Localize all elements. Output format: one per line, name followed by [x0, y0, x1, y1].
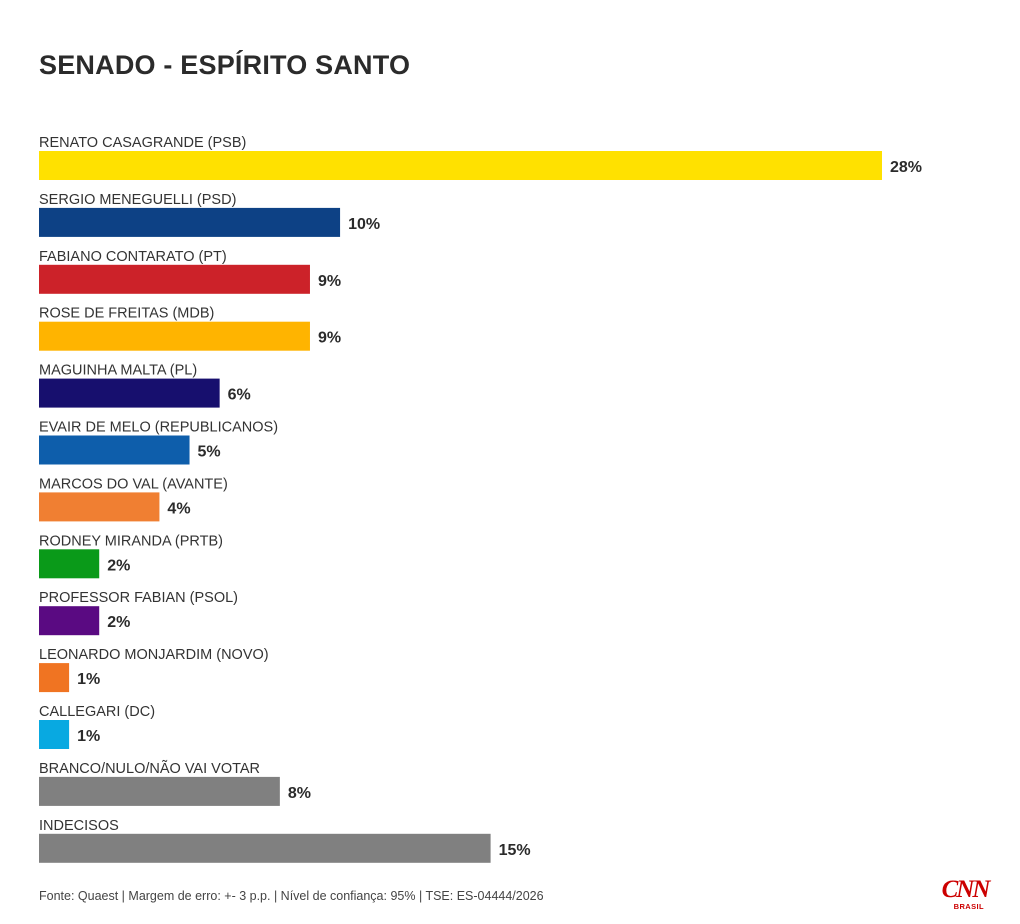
- value-label: 1%: [77, 671, 100, 688]
- category-label: CALLEGARI (DC): [39, 704, 155, 720]
- category-label: MARCOS DO VAL (AVANTE): [39, 476, 228, 492]
- bar: [39, 435, 190, 465]
- value-label: 9%: [318, 273, 341, 290]
- category-label: LEONARDO MONJARDIM (NOVO): [39, 647, 269, 663]
- category-label: EVAIR DE MELO (REPUBLICANOS): [39, 420, 278, 436]
- bar: [39, 321, 310, 351]
- bar: [39, 606, 100, 636]
- value-label: 2%: [107, 614, 130, 631]
- value-label: 2%: [107, 557, 130, 574]
- value-label: 5%: [198, 444, 221, 461]
- bar: [39, 492, 160, 522]
- category-label: SERGIO MENEGUELLI (PSD): [39, 192, 236, 208]
- bar: [39, 776, 280, 806]
- value-label: 4%: [167, 500, 190, 517]
- value-label: 10%: [348, 216, 380, 233]
- chart-title: SENADO - ESPÍRITO SANTO: [39, 50, 411, 80]
- category-label: RENATO CASAGRANDE (PSB): [39, 135, 246, 151]
- category-label: INDECISOS: [39, 818, 119, 834]
- category-label: BRANCO/NULO/NÃO VAI VOTAR: [39, 760, 260, 777]
- category-label: ROSE DE FREITAS (MDB): [39, 306, 214, 322]
- bar: [39, 549, 100, 579]
- category-label: RODNEY MIRANDA (PRTB): [39, 533, 223, 549]
- category-label: MAGUINHA MALTA (PL): [39, 363, 197, 379]
- category-label: FABIANO CONTARATO (PT): [39, 249, 227, 265]
- bar: [39, 720, 70, 749]
- logo-text: CNN: [941, 876, 991, 903]
- bar: [39, 378, 220, 408]
- category-label: PROFESSOR FABIAN (PSOL): [39, 590, 238, 606]
- source-note: Fonte: Quaest | Margem de erro: +- 3 p.p…: [39, 889, 544, 903]
- bar: [39, 151, 882, 180]
- value-label: 1%: [77, 728, 100, 745]
- bar: [39, 663, 70, 693]
- bar: [39, 207, 341, 237]
- value-label: 6%: [228, 387, 251, 404]
- value-label: 8%: [288, 785, 311, 802]
- value-label: 15%: [499, 842, 531, 859]
- logo-subtext: BRASIL: [953, 902, 984, 911]
- value-label: 28%: [890, 159, 922, 176]
- cnn-brasil-logo: CNN BRASIL: [941, 876, 991, 912]
- value-label: 9%: [318, 330, 341, 347]
- bar: [39, 833, 491, 863]
- bar: [39, 264, 310, 294]
